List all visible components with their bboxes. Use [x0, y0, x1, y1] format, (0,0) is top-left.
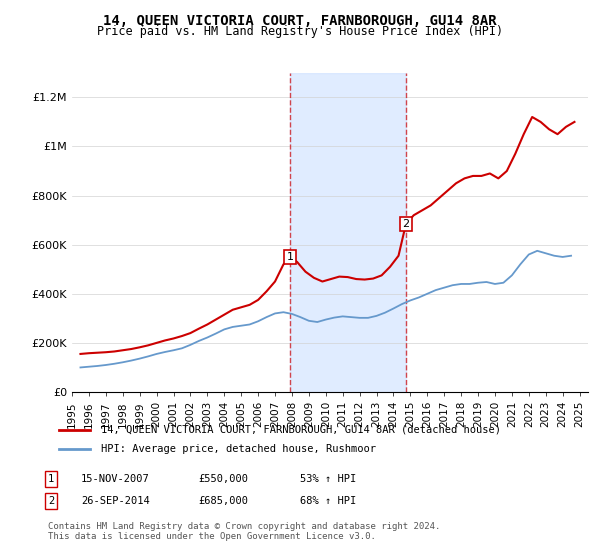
Text: 1: 1 — [48, 474, 54, 484]
Text: 53% ↑ HPI: 53% ↑ HPI — [300, 474, 356, 484]
Text: HPI: Average price, detached house, Rushmoor: HPI: Average price, detached house, Rush… — [101, 445, 376, 455]
Text: 68% ↑ HPI: 68% ↑ HPI — [300, 496, 356, 506]
Text: 14, QUEEN VICTORIA COURT, FARNBOROUGH, GU14 8AR (detached house): 14, QUEEN VICTORIA COURT, FARNBOROUGH, G… — [101, 424, 501, 435]
Text: 2: 2 — [403, 219, 410, 229]
Text: Contains HM Land Registry data © Crown copyright and database right 2024.
This d: Contains HM Land Registry data © Crown c… — [48, 522, 440, 542]
Text: 1: 1 — [286, 252, 293, 262]
Bar — [290, 73, 406, 392]
Text: 15-NOV-2007: 15-NOV-2007 — [81, 474, 150, 484]
Text: 26-SEP-2014: 26-SEP-2014 — [81, 496, 150, 506]
Text: Price paid vs. HM Land Registry's House Price Index (HPI): Price paid vs. HM Land Registry's House … — [97, 25, 503, 38]
Text: 2: 2 — [48, 496, 54, 506]
Text: £685,000: £685,000 — [198, 496, 248, 506]
Text: 14, QUEEN VICTORIA COURT, FARNBOROUGH, GU14 8AR: 14, QUEEN VICTORIA COURT, FARNBOROUGH, G… — [103, 14, 497, 28]
Text: £550,000: £550,000 — [198, 474, 248, 484]
